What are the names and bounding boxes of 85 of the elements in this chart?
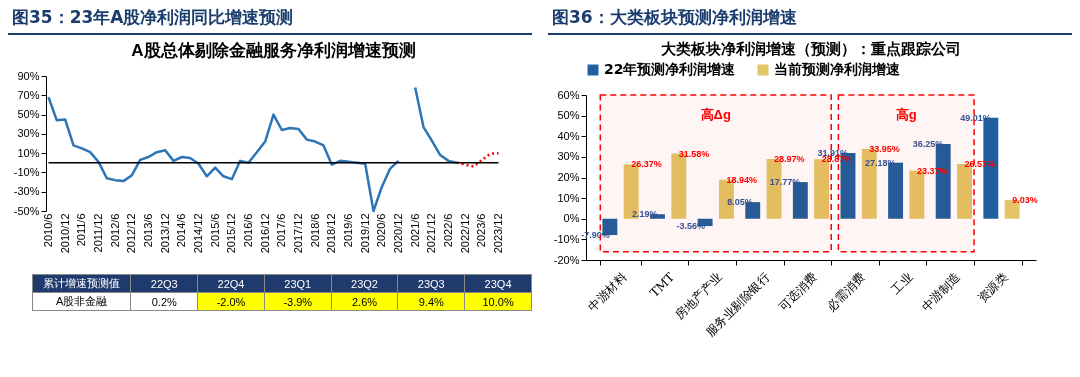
legend-label: 当前预测净利润增速 (774, 61, 901, 77)
x-tick-label: 2014/6 (175, 213, 188, 248)
y-tick-label: 10% (17, 146, 40, 159)
data-label: 36.25% (912, 138, 944, 149)
x-tick-label: 2020/12 (392, 213, 404, 254)
text: 22Q3 (130, 274, 198, 293)
x-tick-label: 2016/6 (242, 213, 254, 248)
text: 0.2% (130, 292, 198, 311)
x-tick-label: 中游制造 (919, 270, 963, 314)
x-tick-label: 2020/6 (375, 213, 388, 248)
data-label: 31.58% (678, 148, 710, 159)
band-label: 高g (895, 107, 917, 122)
text: 22Q4 (197, 274, 265, 293)
line-series (455, 151, 500, 168)
x-tick-label: 可选消费 (776, 270, 820, 314)
text: -2.0% (197, 292, 265, 311)
y-tick-label: -10% (13, 165, 40, 178)
x-tick-label: 2013/6 (142, 213, 154, 248)
chart-title: 图35：23年A股净利润同比增速预测 (8, 0, 532, 35)
y-tick-label: -50% (13, 204, 40, 217)
x-tick-label: 2012/12 (125, 213, 138, 254)
text: 9.4% (397, 292, 465, 311)
x-tick-label: 2022/12 (458, 213, 471, 254)
x-tick-label: 2011/6 (75, 213, 88, 247)
y-tick-label: 60% (557, 88, 580, 101)
x-tick-label: 2021/12 (425, 213, 438, 254)
data-label: 17.77% (769, 177, 801, 188)
text: 23Q2 (331, 274, 398, 293)
x-tick-label: 2010/12 (58, 213, 71, 254)
x-tick-label: 中游材料 (585, 270, 630, 314)
data-label: 18.94% (726, 174, 757, 185)
chart-title: 图36：大类板块预测净利润增速 (548, 0, 1072, 35)
y-tick-label: 40% (557, 129, 580, 142)
y-tick-label: -20% (553, 253, 580, 266)
chart-subtitle: 大类板块净利润增速（预测）：重点跟踪公司 (661, 40, 961, 58)
legend-label: 22年预测净利润增速 (604, 61, 737, 77)
x-tick-label: 2011/12 (92, 213, 104, 253)
text: -3.9% (264, 292, 332, 311)
data-label: 26.37% (631, 159, 662, 170)
x-tick-label: 2018/12 (325, 213, 338, 254)
y-tick-label: 30% (557, 150, 580, 163)
x-tick-label: 2017/12 (292, 213, 304, 254)
x-tick-label: 2015/6 (208, 213, 221, 248)
y-tick-label: 0% (563, 212, 580, 225)
x-tick-label: 2018/6 (308, 213, 321, 248)
x-tick-label: 2017/6 (275, 213, 288, 248)
y-tick-label: 70% (17, 88, 40, 101)
chart-subtitle: A股总体剔除金融服务净利润增速预测 (131, 41, 416, 60)
data-label: 49.01% (960, 112, 991, 123)
data-label: -3.56% (676, 221, 706, 232)
y-tick-label: -30% (13, 185, 40, 198)
data-label: 9.03% (1012, 195, 1038, 206)
text: A股非金融 (32, 292, 131, 311)
text: 23Q3 (397, 274, 465, 293)
text: 累计增速预测值 (32, 274, 131, 293)
text: 23Q1 (264, 274, 332, 293)
text: 10.0% (464, 292, 532, 311)
x-tick-label: 2013/12 (158, 213, 171, 254)
data-label: 28.97% (774, 154, 805, 164)
x-tick-label: 2019/12 (358, 213, 371, 254)
x-tick-label: 资源类 (975, 270, 1011, 306)
y-tick-label: 50% (17, 108, 40, 121)
y-tick-label: 20% (557, 171, 580, 183)
x-tick-label: 必需消费 (823, 270, 868, 314)
y-tick-label: -10% (553, 232, 580, 245)
x-tick-label: 2023/6 (475, 213, 488, 248)
x-tick-label: 2015/12 (225, 213, 238, 254)
y-tick-label: 30% (17, 127, 40, 140)
x-tick-label: 2019/6 (342, 213, 354, 248)
x-tick-label: 2022/6 (442, 213, 454, 248)
text: 23Q4 (464, 274, 532, 293)
x-tick-label: 2021/6 (408, 213, 421, 248)
y-tick-label: 90% (17, 69, 40, 82)
x-tick-label: 工业 (888, 270, 916, 297)
data-label: 33.95% (869, 143, 900, 154)
x-tick-label: 2010/6 (42, 213, 54, 248)
y-tick-label: 50% (557, 109, 580, 122)
x-tick-label: 2016/12 (258, 213, 271, 254)
text: 2.6% (331, 292, 398, 311)
y-tick-label: 10% (557, 191, 580, 204)
data-label: 27.18% (865, 157, 896, 168)
x-tick-label: 2012/6 (108, 213, 121, 248)
band-label: 高Δg (700, 107, 731, 122)
x-tick-label: 2014/12 (192, 213, 204, 254)
x-tick-label: 2023/12 (492, 213, 504, 254)
